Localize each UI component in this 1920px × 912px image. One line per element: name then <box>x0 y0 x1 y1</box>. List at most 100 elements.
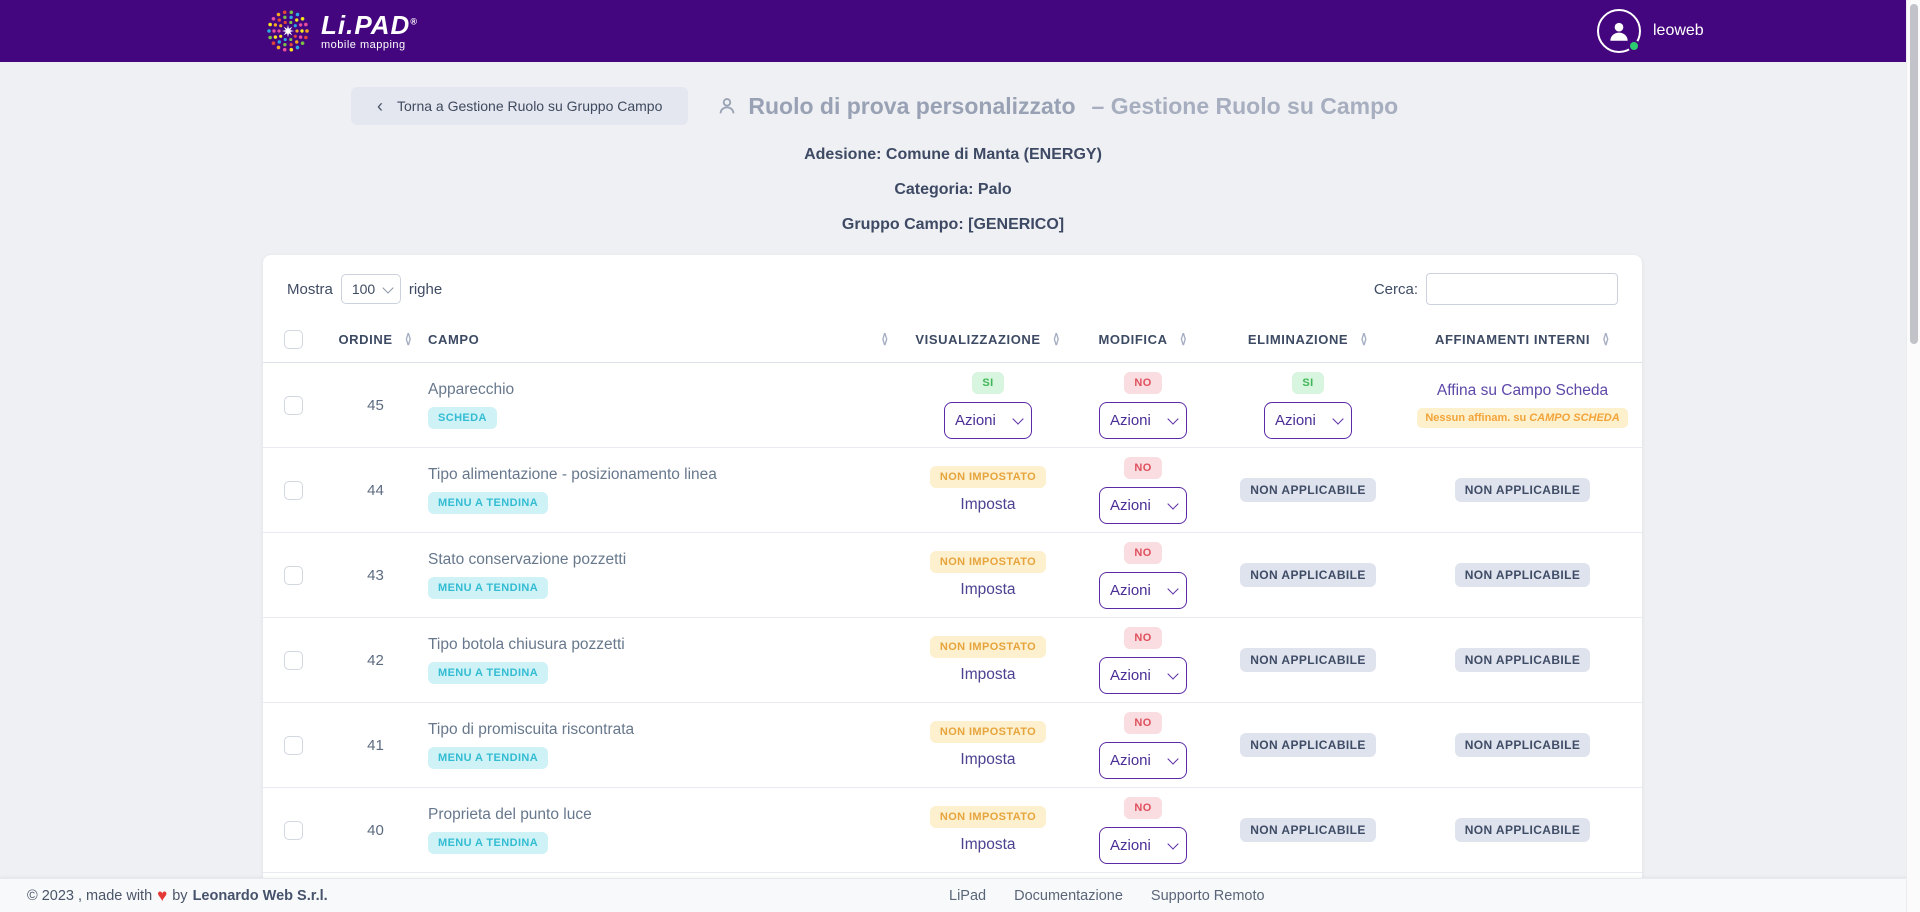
top-navbar: Li.PAD® mobile mapping leoweb <box>0 0 1906 62</box>
user-role-icon <box>720 98 735 114</box>
modifica-badge: NO <box>1124 371 1162 394</box>
row-checkbox[interactable] <box>283 820 303 840</box>
col-visualizzazione: VISUALIZZAZIONE <box>915 332 1041 347</box>
user-avatar[interactable] <box>1597 9 1641 53</box>
row-ordine: 43 <box>367 566 384 584</box>
visualizzazione-badge: NON IMPOSTATO <box>929 466 1047 488</box>
modifica-badge: NO <box>1124 456 1162 479</box>
col-modifica: MODIFICA <box>1098 332 1168 347</box>
modifica-badge: NO <box>1124 626 1162 649</box>
table-row: 42 Tipo botola chiusura pozzetti MENU A TE… <box>263 618 1642 703</box>
eliminazione-badge: NON APPLICABILE <box>1240 818 1376 842</box>
azioni-select[interactable]: Azioni <box>1264 401 1352 439</box>
page-scrollbar[interactable] <box>1906 0 1920 912</box>
affina-link[interactable]: Affina su Campo Scheda <box>1436 382 1609 399</box>
col-eliminazione: ELIMINAZIONE <box>1247 332 1349 347</box>
row-ordine: 41 <box>367 736 384 754</box>
imposta-link[interactable]: Imposta <box>960 836 1016 853</box>
affinamenti-badge: NON APPLICABILE <box>1454 733 1591 757</box>
footer-link-documentazione[interactable]: Documentazione <box>1014 887 1123 904</box>
brand-logo[interactable]: Li.PAD® mobile mapping <box>265 8 418 54</box>
sort-ordine[interactable]: ∧ ∨ <box>404 330 413 348</box>
azioni-select[interactable]: Azioni <box>1099 486 1187 524</box>
chevron-left-icon: ‹ <box>377 96 383 116</box>
username-label: leoweb <box>1653 22 1704 39</box>
table-body: 45 Apparecchio SCHEDA SI Azioni NO Azioni SI Azi… <box>263 363 1642 873</box>
back-button-label: Torna a Gestione Ruolo su Gruppo Campo <box>397 98 663 114</box>
eliminazione-badge: NON APPLICABILE <box>1240 563 1376 587</box>
rows-word-label: righe <box>408 280 443 298</box>
affinamenti-badge: NON APPLICABILE <box>1454 818 1591 842</box>
row-checkbox[interactable] <box>283 395 303 415</box>
row-ordine: 45 <box>367 396 384 414</box>
row-checkbox[interactable] <box>283 650 303 670</box>
table-row: 41 Tipo di promiscuita riscontrata MENU A … <box>263 703 1642 788</box>
campo-type-badge: SCHEDA <box>428 407 497 429</box>
table-row: 44 Tipo alimentazione - posizionamento li… <box>263 448 1642 533</box>
azioni-select[interactable]: Azioni <box>1099 741 1187 779</box>
row-checkbox[interactable] <box>283 480 303 500</box>
sort-visualizzazione[interactable]: ∧ ∨ <box>1052 330 1061 348</box>
campo-name: Tipo botola chiusura pozzetti <box>428 636 625 653</box>
affinamenti-badge: NON APPLICABILE <box>1454 648 1591 672</box>
eliminazione-badge: NON APPLICABILE <box>1240 733 1376 757</box>
search-input[interactable] <box>1426 273 1618 305</box>
brand-name: Li.PAD® <box>321 9 418 40</box>
table-row: 40 Proprieta del punto luce MENU A TENDINA… <box>263 788 1642 873</box>
online-status-dot <box>1628 40 1640 52</box>
footer-company: Leonardo Web S.r.l. <box>192 887 328 904</box>
sort-modifica[interactable]: ∧ ∨ <box>1179 330 1188 348</box>
eliminazione-badge: NON APPLICABILE <box>1240 478 1376 502</box>
footer-copyright: © 2023 , made with ♥ by Leonardo Web S.r… <box>27 886 328 905</box>
lipad-burst-icon <box>267 10 309 52</box>
campo-type-badge: MENU A TENDINA <box>428 747 549 769</box>
campo-name: Proprieta del punto luce <box>428 806 592 823</box>
select-all-checkbox[interactable] <box>283 330 303 349</box>
azioni-select[interactable]: Azioni <box>1099 401 1187 439</box>
modifica-badge: NO <box>1124 796 1162 819</box>
sort-eliminazione[interactable]: ∧ ∨ <box>1360 330 1369 348</box>
page-size-select[interactable]: 100 <box>340 274 401 304</box>
meta-adesione: Adesione: Comune di Manta (ENERGY) <box>804 146 1102 163</box>
visualizzazione-badge: NON IMPOSTATO <box>929 721 1047 743</box>
eliminazione-badge: NON APPLICABILE <box>1240 648 1376 672</box>
row-ordine: 44 <box>367 481 384 499</box>
page-title: Ruolo di prova personalizzato – Gestione… <box>716 93 1398 120</box>
page-title-role: Ruolo di prova personalizzato <box>748 92 1076 119</box>
campo-type-badge: MENU A TENDINA <box>428 832 549 854</box>
table-header-row: ORDINE ∧ ∨ CAMPO ∧ ∨ VISUALIZZAZIONE ∧ ∨ MODIF… <box>263 317 1642 363</box>
footer-link-lipad[interactable]: LiPad <box>949 887 987 904</box>
azioni-select[interactable]: Azioni <box>1099 826 1187 864</box>
col-campo: CAMPO <box>428 332 480 347</box>
imposta-link[interactable]: Imposta <box>960 581 1016 598</box>
campo-type-badge: MENU A TENDINA <box>428 577 549 599</box>
user-menu[interactable]: leoweb <box>1597 9 1704 53</box>
row-checkbox[interactable] <box>283 735 303 755</box>
person-icon <box>1610 22 1628 41</box>
sort-affinamenti[interactable]: ∧ ∨ <box>1602 330 1611 348</box>
footer-link-supporto[interactable]: Supporto Remoto <box>1150 887 1265 904</box>
row-ordine: 42 <box>367 651 384 669</box>
imposta-link[interactable]: Imposta <box>960 496 1016 513</box>
imposta-link[interactable]: Imposta <box>960 751 1016 768</box>
scrollbar-thumb[interactable] <box>1910 4 1918 344</box>
back-button[interactable]: ‹ Torna a Gestione Ruolo su Gruppo Campo <box>351 87 689 125</box>
meta-gruppo-campo: Gruppo Campo: [GENERICO] <box>841 216 1065 233</box>
registered-mark: ® <box>410 15 418 26</box>
azioni-select[interactable]: Azioni <box>1099 656 1187 694</box>
meta-categoria: Categoria: Palo <box>894 181 1012 198</box>
azioni-select[interactable]: Azioni <box>1099 571 1187 609</box>
col-affinamenti: AFFINAMENTI INTERNI <box>1434 332 1591 347</box>
search-label: Cerca: <box>1373 280 1418 298</box>
row-checkbox[interactable] <box>283 565 303 585</box>
sort-campo[interactable]: ∧ ∨ <box>881 330 889 348</box>
visualizzazione-badge: NON IMPOSTATO <box>929 636 1047 658</box>
footer: © 2023 , made with ♥ by Leonardo Web S.r… <box>0 878 1920 912</box>
footer-links: LiPad Documentazione Supporto Remoto <box>949 888 1265 904</box>
modifica-badge: NO <box>1124 541 1162 564</box>
visualizzazione-badge: SI <box>972 371 1004 394</box>
imposta-link[interactable]: Imposta <box>960 666 1016 683</box>
row-ordine: 40 <box>367 821 384 839</box>
azioni-select[interactable]: Azioni <box>944 401 1032 439</box>
campo-name: Apparecchio <box>428 381 515 398</box>
